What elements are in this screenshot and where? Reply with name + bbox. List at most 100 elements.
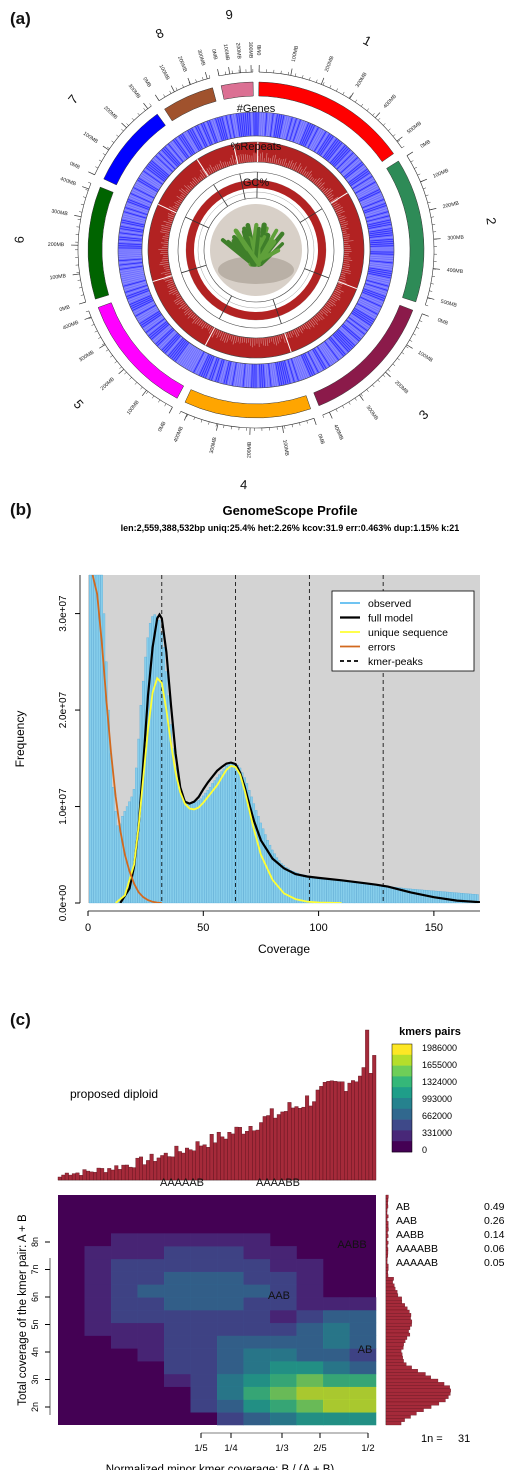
top-hist-bar xyxy=(209,1134,214,1181)
gene-density-bar xyxy=(181,133,195,154)
repeat-gap xyxy=(167,215,175,219)
repeat-gap xyxy=(336,284,342,287)
minor-tick xyxy=(405,346,409,349)
repeat-gap xyxy=(333,291,341,296)
top-hist-bar xyxy=(351,1080,355,1181)
major-tick xyxy=(385,371,391,378)
heatmap-cell xyxy=(243,1233,271,1247)
chromosome-band-9 xyxy=(220,81,254,100)
right-hist-bar xyxy=(385,1313,412,1317)
repeat-gap xyxy=(340,274,346,277)
heatmap-cell xyxy=(349,1361,377,1375)
gene-density-bar xyxy=(362,199,384,209)
legend-label: observed xyxy=(368,598,411,610)
tick-label-1: 300MB xyxy=(355,71,369,89)
gene-density-bar xyxy=(354,307,375,321)
right-hist-bar xyxy=(385,1405,432,1409)
right-hist-bar xyxy=(385,1385,450,1390)
repeat-gap xyxy=(304,171,309,178)
gene-density-bar xyxy=(121,219,145,226)
gene-density-bar xyxy=(336,330,354,348)
repeat-gap xyxy=(342,267,350,270)
gene-density-bar xyxy=(149,162,169,178)
heatmap-cell xyxy=(243,1322,271,1336)
heatmap-cell xyxy=(190,1310,218,1324)
heatmap-cell xyxy=(217,1373,244,1387)
gene-density-bar xyxy=(347,318,367,333)
right-hist-bar xyxy=(385,1211,388,1215)
gene-density-bar xyxy=(143,315,163,330)
repeat-gap xyxy=(226,333,230,343)
tick-label-7: 100MB xyxy=(82,131,99,146)
observed-bar xyxy=(220,771,223,904)
repeat-gap xyxy=(338,217,347,221)
smudge-y-tick-label: 8n xyxy=(30,1237,40,1247)
smudge-map-label: AB xyxy=(358,1344,373,1356)
right-hist-bar xyxy=(385,1280,393,1284)
gene-density-bar xyxy=(278,115,285,138)
heatmap-cell xyxy=(243,1399,271,1413)
major-tick xyxy=(84,316,92,320)
colorbar-segment xyxy=(392,1098,412,1110)
repeat-gap xyxy=(342,263,350,265)
gene-density-bar xyxy=(360,193,382,204)
right-hist-bar xyxy=(385,1368,418,1373)
right-hist-bar xyxy=(385,1391,451,1396)
gene-density-bar xyxy=(164,335,181,354)
observed-bar xyxy=(384,885,387,904)
gene-density-bar xyxy=(339,155,357,172)
gene-density-bar xyxy=(249,112,252,136)
gene-density-bar xyxy=(361,197,384,207)
gene-density-bar xyxy=(147,165,166,181)
heatmap-cell xyxy=(190,1373,218,1387)
heatmap-cell xyxy=(296,1386,324,1400)
heatmap-cell xyxy=(164,1297,191,1311)
major-tick xyxy=(217,68,220,76)
top-annotation: proposed diploid xyxy=(70,1087,158,1101)
observed-bar xyxy=(148,623,152,904)
heatmap-cell xyxy=(111,1233,138,1247)
minor-tick xyxy=(335,408,338,412)
right-hist-bar xyxy=(385,1267,389,1271)
gene-density-bar xyxy=(317,346,331,367)
observed-bar xyxy=(132,789,136,904)
minor-tick xyxy=(372,113,375,116)
repeat-gap xyxy=(333,205,341,210)
heatmap-cell xyxy=(137,1348,165,1362)
gene-density-bar xyxy=(119,232,143,237)
gene-density-bar xyxy=(362,201,385,210)
observed-bar xyxy=(418,889,422,904)
heatmap-cell xyxy=(270,1335,297,1349)
minor-tick xyxy=(77,279,81,281)
gene-density-bar xyxy=(195,352,206,374)
repeat-gap xyxy=(343,261,350,263)
top-hist-bar xyxy=(75,1172,80,1181)
minor-tick xyxy=(121,128,124,132)
heatmap-cell xyxy=(84,1258,112,1272)
gene-density-bar xyxy=(345,163,364,179)
tick-label-2: 200MB xyxy=(442,200,460,210)
gene-density-bar xyxy=(203,355,213,378)
colorbar-title: kmers pairs xyxy=(399,1026,461,1038)
gene-density-bar xyxy=(229,114,235,138)
gene-density-bar xyxy=(356,183,377,196)
heatmap-cell xyxy=(349,1412,377,1426)
observed-bar xyxy=(328,879,332,904)
gene-density-bar xyxy=(154,157,172,174)
observed-bar xyxy=(183,799,186,904)
gene-density-bar xyxy=(137,179,158,193)
gene-density-bar xyxy=(244,112,248,136)
repeat-gap xyxy=(222,332,226,342)
heatmap-cell xyxy=(111,1258,138,1272)
gene-density-bar xyxy=(277,114,283,138)
gene-density-bar xyxy=(369,262,393,266)
observed-bar xyxy=(109,753,113,904)
repeat-gap xyxy=(283,158,287,167)
gene-density-bar xyxy=(370,245,394,247)
right-hist-bar xyxy=(385,1398,446,1403)
heatmap-cell xyxy=(190,1386,218,1400)
gene-density-bar xyxy=(299,122,309,145)
gene-density-bar xyxy=(334,149,351,167)
gene-density-bar xyxy=(155,155,173,172)
minor-tick xyxy=(78,287,83,289)
